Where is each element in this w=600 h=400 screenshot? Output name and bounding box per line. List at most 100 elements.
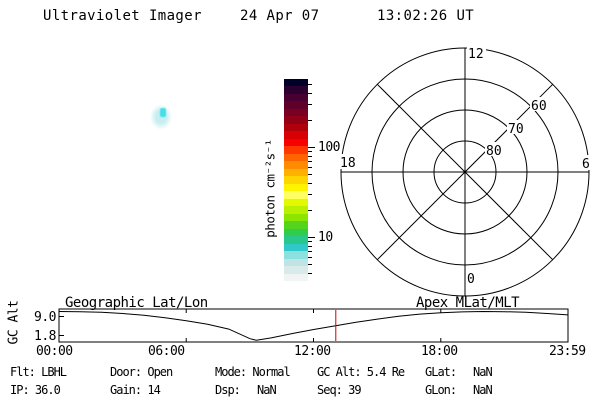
gc-alt-curve [58, 310, 568, 341]
polar-label-mlat70: 70 [508, 122, 524, 137]
colorbar-band [284, 79, 308, 87]
colorbar-minor-tick [308, 92, 312, 94]
colorbar-major-tick [308, 147, 315, 148]
xtick-1200: 12:00 [294, 344, 331, 359]
timeline-right-annotation: Apex MLat/MLT [416, 295, 520, 311]
ytick-1-8: 1.8 [34, 329, 56, 344]
polar-label-mlat60: 60 [531, 99, 547, 114]
status-dsp-label: Dsp: [215, 383, 241, 397]
uv-image-panel [0, 30, 280, 290]
colorbar-band [284, 146, 308, 154]
uv-emission-blob [148, 102, 174, 132]
label-bg [581, 155, 591, 170]
colorbar-band [284, 153, 308, 162]
colorbar-minor-tick [308, 151, 312, 153]
colorbar-ticks [308, 79, 318, 281]
xtick-0000: 00:00 [36, 344, 73, 359]
polar-label-mlt0: 0 [467, 272, 475, 287]
colorbar-minor-tick [308, 119, 312, 121]
colorbar-band [284, 228, 308, 237]
label-bg [467, 46, 486, 60]
label-bg [338, 154, 358, 169]
status-door: Door: Open [110, 365, 173, 379]
colorbar-band [284, 123, 308, 132]
timeline-plot [58, 308, 569, 343]
colorbar-minor-tick [308, 245, 312, 247]
header-time: 13:02:26 UT [377, 8, 475, 24]
colorbar-band [284, 131, 308, 139]
colorbar-band [284, 221, 308, 229]
colorbar-band [284, 93, 308, 102]
status-glat-value: NaN [473, 365, 493, 379]
colorbar-band [284, 116, 308, 124]
colorbar-band [284, 191, 308, 199]
colorbar-band [284, 236, 308, 244]
colorbar-major-tick [308, 237, 315, 238]
polar-label-mlat80: 80 [486, 144, 502, 159]
colorbar-minor-tick [308, 264, 312, 266]
header-date: 24 Apr 07 [240, 8, 320, 24]
status-mode: Mode: Normal [215, 365, 291, 379]
colorbar-minor-tick [308, 272, 312, 274]
status-ip: IP: 36.0 [10, 383, 61, 397]
colorbar-band [284, 251, 308, 259]
ytick-9: 9.0 [34, 310, 56, 325]
colorbar-minor-tick [308, 209, 312, 211]
xtick-1800: 18:00 [421, 344, 458, 359]
colorbar-minor-tick [308, 241, 312, 243]
status-glat-label: GLat: [425, 365, 457, 379]
timeline-axis-ticks [59, 309, 442, 342]
colorbar-band [284, 108, 308, 117]
colorbar-band [284, 258, 308, 267]
colorbar-minor-tick [308, 256, 312, 258]
label-bg [466, 270, 477, 284]
colorbar-band [284, 243, 308, 252]
status-gain: Gain: 14 [110, 383, 161, 397]
colorbar-band [284, 198, 308, 207]
label-bg [530, 97, 548, 111]
polar-label-mlt18: 18 [340, 156, 356, 171]
colorbar-band [284, 176, 308, 184]
polar-spoke-diag2 [376, 83, 554, 261]
colorbar-minor-tick [308, 174, 312, 176]
status-seq: Seq: 39 [317, 383, 362, 397]
colorbar-minor-tick [308, 155, 312, 157]
timeline-left-annotation: Geographic Lat/Lon [65, 295, 208, 311]
colorbar-band [284, 168, 308, 177]
xtick-0600: 06:00 [148, 344, 185, 359]
polar-label-mlt6: 6 [582, 157, 590, 172]
colorbar-minor-tick [308, 194, 312, 196]
xtick-2359: 23:59 [549, 344, 586, 359]
colorbar-band [284, 213, 308, 222]
colorbar-minor-tick [308, 160, 312, 162]
colorbar-minor-tick [308, 84, 312, 86]
colorbar-minor-tick [308, 182, 312, 184]
label-bg [507, 120, 525, 134]
status-dsp-value: NaN [257, 383, 277, 397]
colorbar-band [284, 86, 308, 94]
label-bg [485, 142, 503, 156]
polar-dial: 12 18 6 0 80 70 60 [338, 46, 591, 297]
app-title: Ultraviolet Imager [43, 8, 202, 24]
timeline-plot-box [58, 308, 569, 343]
colorbar-minor-tick [308, 250, 312, 252]
uv-emission-core [160, 108, 166, 117]
colorbar-label: photon cm⁻²s⁻¹ [262, 139, 278, 238]
colorbar-band [284, 138, 308, 147]
colorbar-tick-label: 100 [318, 140, 340, 155]
colorbar-minor-tick [308, 104, 312, 106]
colorbar-band [284, 161, 308, 169]
colorbar-band [284, 273, 308, 282]
status-flt: Flt: LBHL [10, 365, 67, 379]
colorbar [284, 79, 308, 282]
colorbar-band [284, 101, 308, 109]
status-gcalt: GC Alt: 5.4 Re [317, 365, 405, 379]
colorbar-band [284, 206, 308, 214]
colorbar-band [284, 266, 308, 274]
status-glon-label: GLon: [425, 383, 457, 397]
status-glon-value: NaN [473, 383, 493, 397]
polar-label-mlt12: 12 [468, 47, 484, 62]
colorbar-band [284, 183, 308, 192]
colorbar-tick-label: 10 [318, 230, 333, 245]
colorbar-minor-tick [308, 166, 312, 168]
